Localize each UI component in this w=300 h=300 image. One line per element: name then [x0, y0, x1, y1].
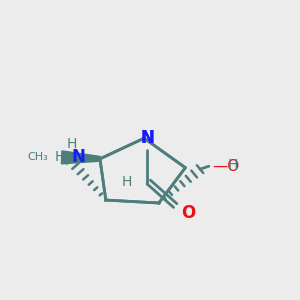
- Text: N: N: [140, 129, 154, 147]
- Text: —O: —O: [212, 159, 239, 174]
- Polygon shape: [61, 151, 100, 164]
- Text: H: H: [67, 137, 77, 151]
- Text: H: H: [121, 176, 132, 189]
- Text: N: N: [72, 148, 86, 166]
- Text: H: H: [227, 158, 238, 172]
- Text: N: N: [140, 129, 154, 147]
- Text: H: H: [55, 150, 65, 164]
- Text: O: O: [181, 204, 195, 222]
- Text: CH₃: CH₃: [28, 152, 48, 162]
